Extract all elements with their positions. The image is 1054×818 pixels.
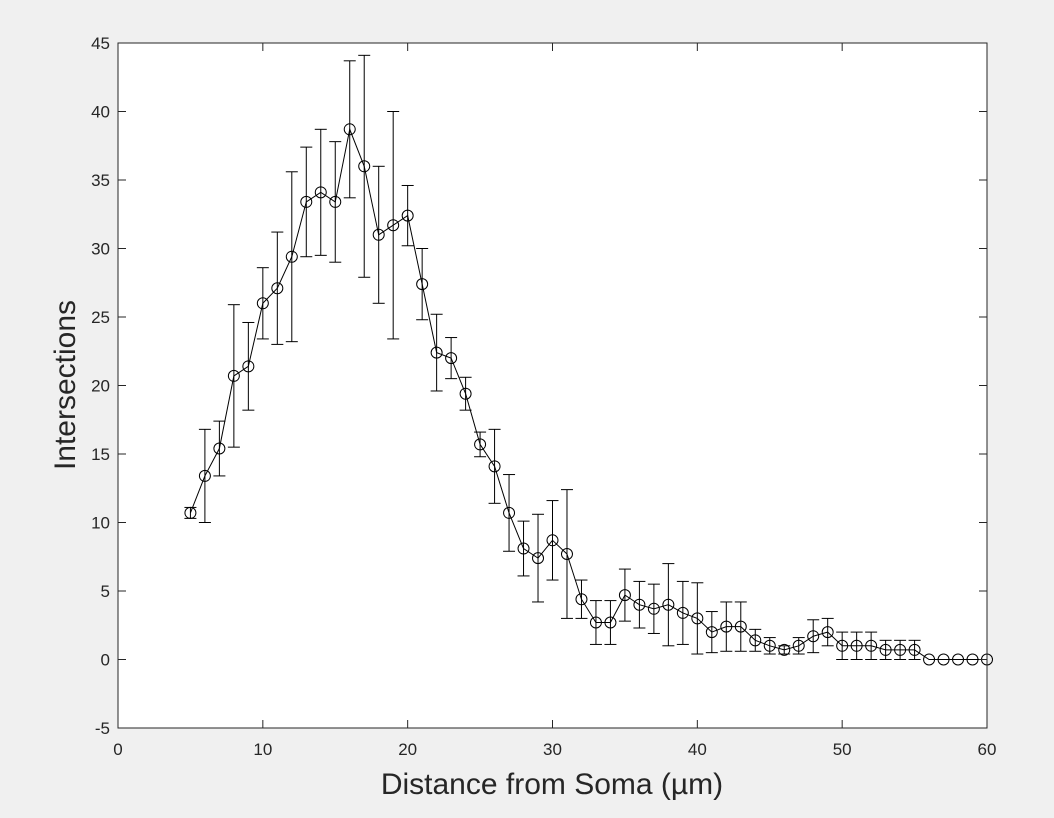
data-point	[589, 616, 602, 629]
data-point	[792, 639, 805, 652]
data-point	[763, 639, 776, 652]
data-point	[474, 438, 487, 451]
x-tick-label: 0	[113, 740, 122, 759]
series-line	[189, 127, 987, 660]
data-point	[242, 360, 255, 373]
data-point	[691, 612, 704, 625]
data-point	[560, 548, 573, 561]
data-point	[213, 442, 226, 455]
data-point	[256, 297, 269, 310]
y-tick-label: 25	[91, 308, 110, 327]
data-point	[879, 643, 892, 656]
chart-marks	[184, 54, 993, 666]
data-point	[923, 653, 936, 666]
data-point	[836, 639, 849, 652]
data-point	[894, 643, 907, 656]
y-tick-label: 0	[101, 651, 110, 670]
y-tick-label: 35	[91, 171, 110, 190]
data-point	[372, 228, 385, 241]
data-point	[198, 469, 211, 482]
y-tick-label: 30	[91, 240, 110, 259]
data-point	[358, 160, 371, 173]
data-point	[952, 653, 965, 666]
data-point	[271, 282, 284, 295]
data-point	[503, 506, 516, 519]
data-point	[343, 123, 356, 136]
data-point	[488, 460, 501, 473]
data-point	[532, 552, 545, 565]
data-point	[850, 639, 863, 652]
data-point	[647, 602, 660, 615]
y-tick-label: 10	[91, 514, 110, 533]
data-point	[430, 346, 443, 359]
data-point	[575, 593, 588, 606]
data-point	[314, 186, 327, 199]
data-point	[604, 616, 617, 629]
x-tick-label: 30	[543, 740, 562, 759]
data-point	[966, 653, 979, 666]
data-point	[184, 506, 197, 519]
data-point	[705, 626, 718, 639]
y-tick-label: -5	[95, 719, 110, 738]
y-tick-label: 5	[101, 582, 110, 601]
data-point	[807, 630, 820, 643]
y-tick-label: 45	[91, 34, 110, 53]
data-point	[329, 195, 342, 208]
data-point	[227, 369, 240, 382]
x-tick-label: 20	[398, 740, 417, 759]
data-point	[546, 534, 559, 547]
data-point	[908, 643, 921, 656]
plot-area	[118, 43, 987, 728]
data-point	[720, 620, 733, 633]
x-tick-label: 10	[253, 740, 272, 759]
data-point	[865, 639, 878, 652]
data-point	[285, 250, 298, 263]
x-tick-label: 60	[978, 740, 997, 759]
x-axis-label: Distance from Soma (µm)	[381, 768, 723, 801]
data-point	[734, 620, 747, 633]
y-tick-label: 15	[91, 445, 110, 464]
data-point	[662, 598, 675, 611]
x-tick-label: 40	[688, 740, 707, 759]
data-point	[445, 352, 458, 365]
data-point	[618, 589, 631, 602]
data-point	[401, 209, 414, 222]
data-point	[749, 634, 762, 647]
y-tick-label: 20	[91, 377, 110, 396]
data-point	[416, 278, 429, 291]
data-point	[778, 643, 791, 656]
data-point	[517, 542, 530, 555]
y-tick-label: 40	[91, 103, 110, 122]
data-point	[459, 387, 472, 400]
data-point	[633, 598, 646, 611]
x-tick-label: 50	[833, 740, 852, 759]
data-point	[300, 195, 313, 208]
data-point	[676, 606, 689, 619]
data-point	[387, 219, 400, 232]
data-point	[937, 653, 950, 666]
data-point	[821, 626, 834, 639]
y-axis-label: Intersections	[49, 300, 82, 470]
